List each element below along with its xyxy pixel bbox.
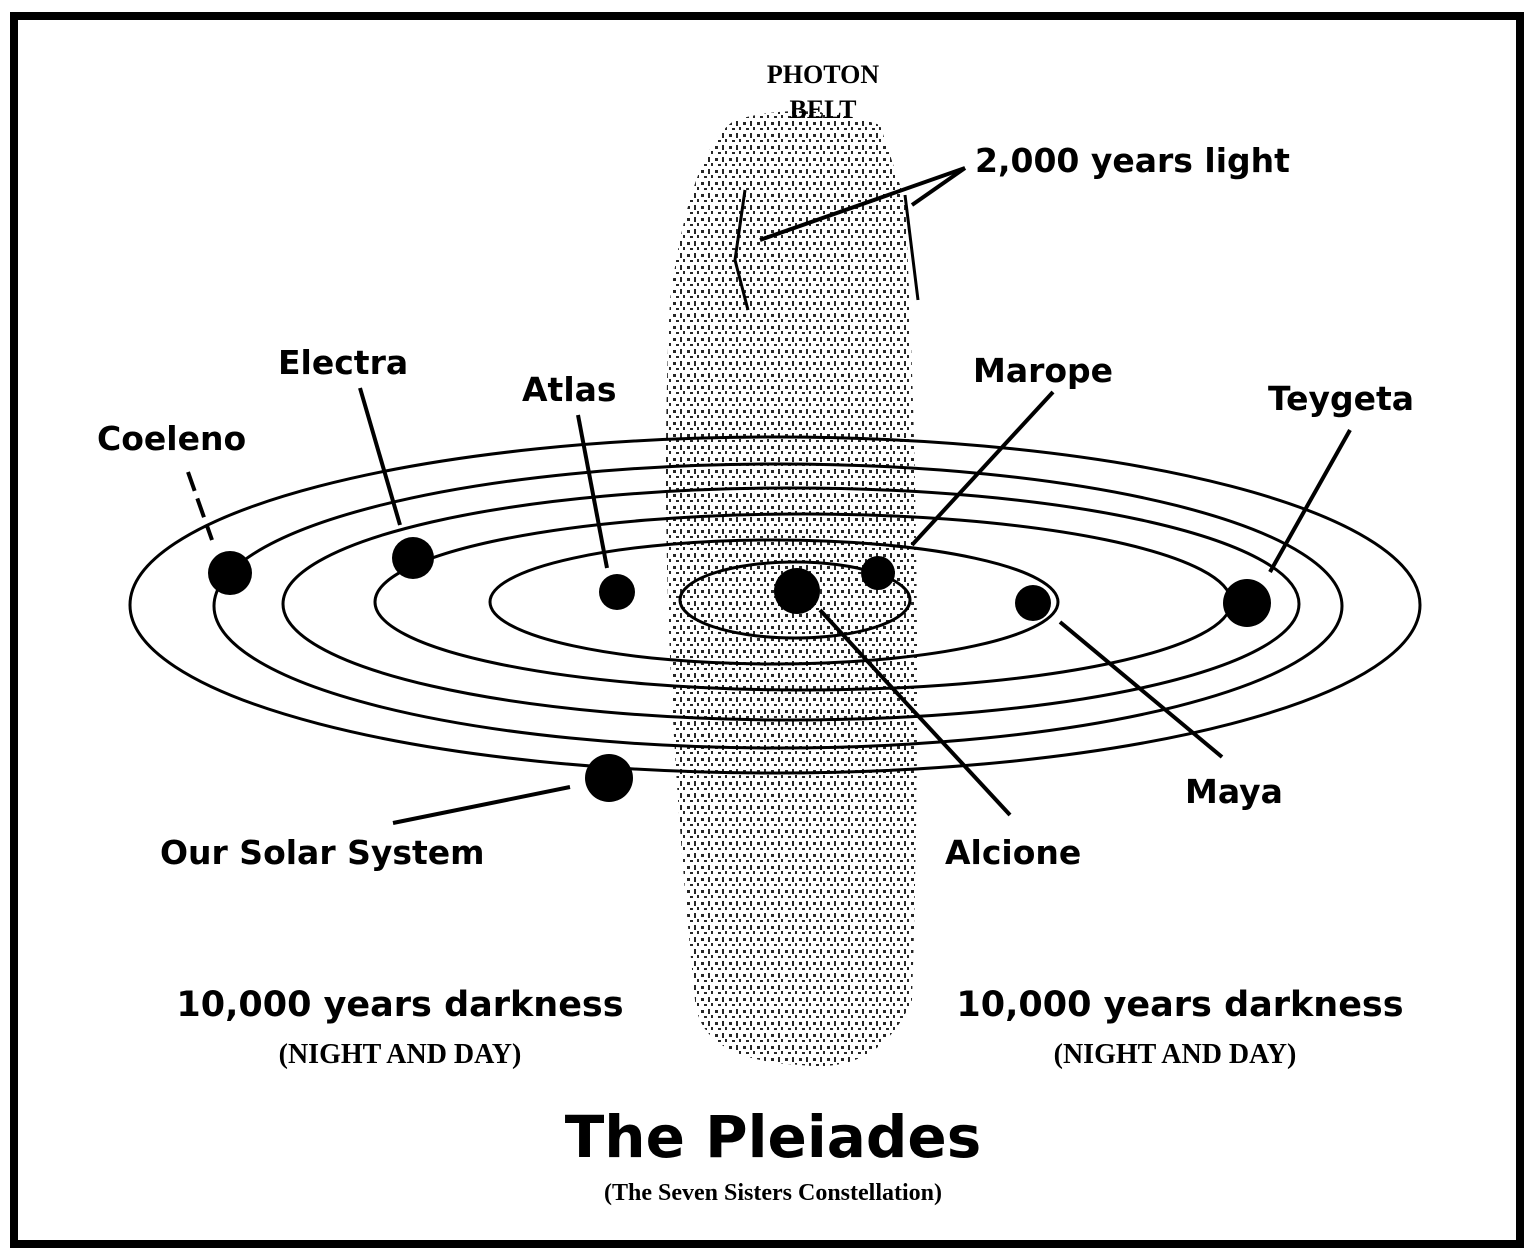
star [599, 574, 635, 610]
star [392, 537, 434, 579]
star-label: Maya [1185, 772, 1283, 811]
star-label: Our Solar System [160, 833, 485, 872]
diagram: PHOTON BELT 2,000 years light Coeleno El… [0, 0, 1526, 1250]
belt-label: BELT [790, 95, 857, 124]
star-label: Electra [278, 343, 408, 382]
star [585, 754, 633, 802]
darkness-label: 10,000 years darkness [176, 985, 623, 1025]
darkness-note: (NIGHT AND DAY) [1054, 1039, 1297, 1070]
star-label: Atlas [522, 370, 617, 409]
star-label: Alcione [945, 833, 1081, 872]
star-label: Teygeta [1268, 379, 1414, 418]
light-label: 2,000 years light [975, 141, 1290, 180]
star-label: Coeleno [97, 419, 246, 458]
darkness-label: 10,000 years darkness [956, 985, 1403, 1025]
subtitle: (The Seven Sisters Constellation) [604, 1180, 942, 1206]
star [1015, 585, 1051, 621]
star [208, 551, 252, 595]
title: The Pleiades [565, 1103, 982, 1171]
star [861, 556, 895, 590]
star [1223, 579, 1271, 627]
page: PHOTON BELT 2,000 years light Coeleno El… [0, 0, 1526, 1250]
star-label: Marope [973, 351, 1113, 390]
belt-label: PHOTON [767, 60, 879, 89]
star [774, 568, 820, 614]
darkness-note: (NIGHT AND DAY) [279, 1039, 522, 1070]
